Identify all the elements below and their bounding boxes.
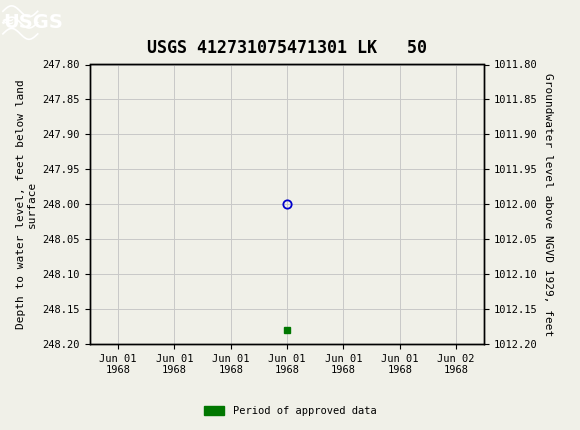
Text: USGS: USGS	[3, 13, 63, 32]
Y-axis label: Groundwater level above NGVD 1929, feet: Groundwater level above NGVD 1929, feet	[543, 73, 553, 336]
Text: ≈: ≈	[1, 12, 14, 31]
Title: USGS 412731075471301 LK   50: USGS 412731075471301 LK 50	[147, 40, 427, 57]
Y-axis label: Depth to water level, feet below land
surface: Depth to water level, feet below land su…	[16, 80, 37, 329]
Legend: Period of approved data: Period of approved data	[200, 402, 380, 421]
